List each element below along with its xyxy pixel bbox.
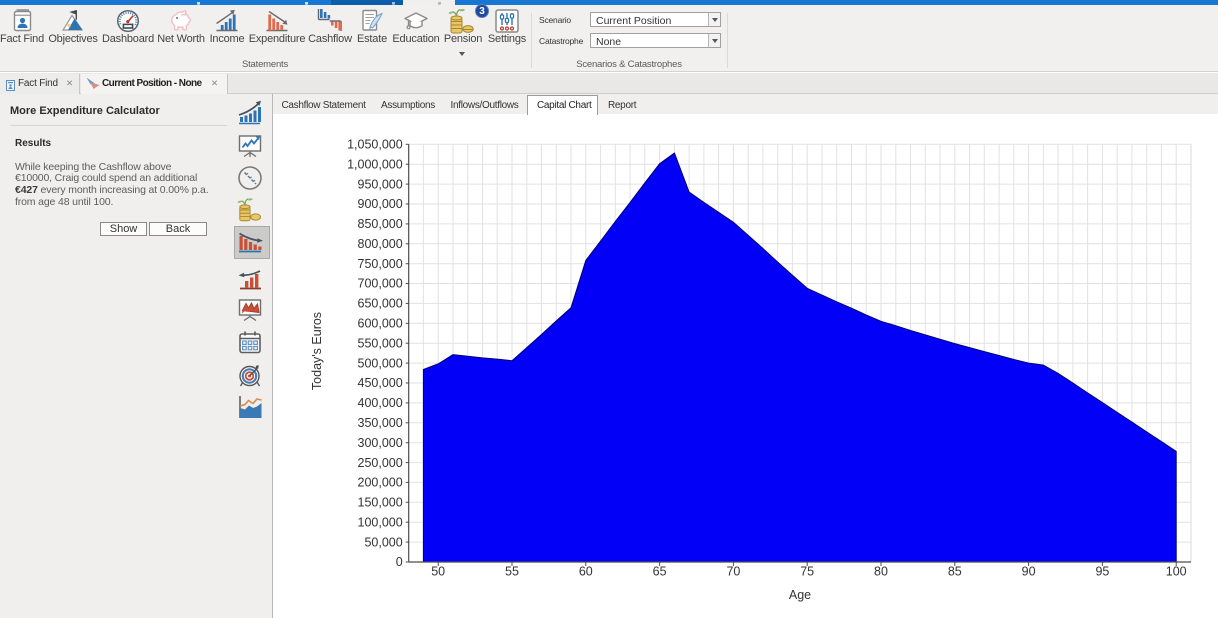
svg-text:150,000: 150,000 [358,496,403,510]
svg-text:900,000: 900,000 [358,197,403,211]
svg-text:350,000: 350,000 [358,416,403,430]
svg-text:950,000: 950,000 [358,177,403,191]
svg-text:50: 50 [431,565,445,579]
svg-text:100: 100 [1166,565,1187,579]
svg-text:60: 60 [579,565,593,579]
svg-text:100,000: 100,000 [358,515,403,529]
svg-text:1,000,000: 1,000,000 [347,157,403,171]
svg-text:600,000: 600,000 [358,317,403,331]
svg-text:Age: Age [789,588,811,602]
svg-text:250,000: 250,000 [358,456,403,470]
svg-text:50,000: 50,000 [364,535,402,549]
svg-text:300,000: 300,000 [358,436,403,450]
svg-text:200,000: 200,000 [358,476,403,490]
svg-text:750,000: 750,000 [358,257,403,271]
svg-text:700,000: 700,000 [358,277,403,291]
svg-text:95: 95 [1095,565,1109,579]
svg-text:80: 80 [874,565,888,579]
svg-text:850,000: 850,000 [358,217,403,231]
svg-text:65: 65 [653,565,667,579]
svg-text:70: 70 [726,565,740,579]
svg-text:90: 90 [1022,565,1036,579]
svg-text:400,000: 400,000 [358,396,403,410]
svg-text:650,000: 650,000 [358,297,403,311]
svg-text:500,000: 500,000 [358,356,403,370]
svg-text:550,000: 550,000 [358,336,403,350]
svg-text:Today's Euros: Today's Euros [310,312,324,390]
svg-text:800,000: 800,000 [358,237,403,251]
svg-text:85: 85 [948,565,962,579]
svg-text:75: 75 [800,565,814,579]
svg-text:55: 55 [505,565,519,579]
svg-text:0: 0 [396,555,403,569]
svg-text:450,000: 450,000 [358,376,403,390]
svg-text:1,050,000: 1,050,000 [347,138,403,152]
